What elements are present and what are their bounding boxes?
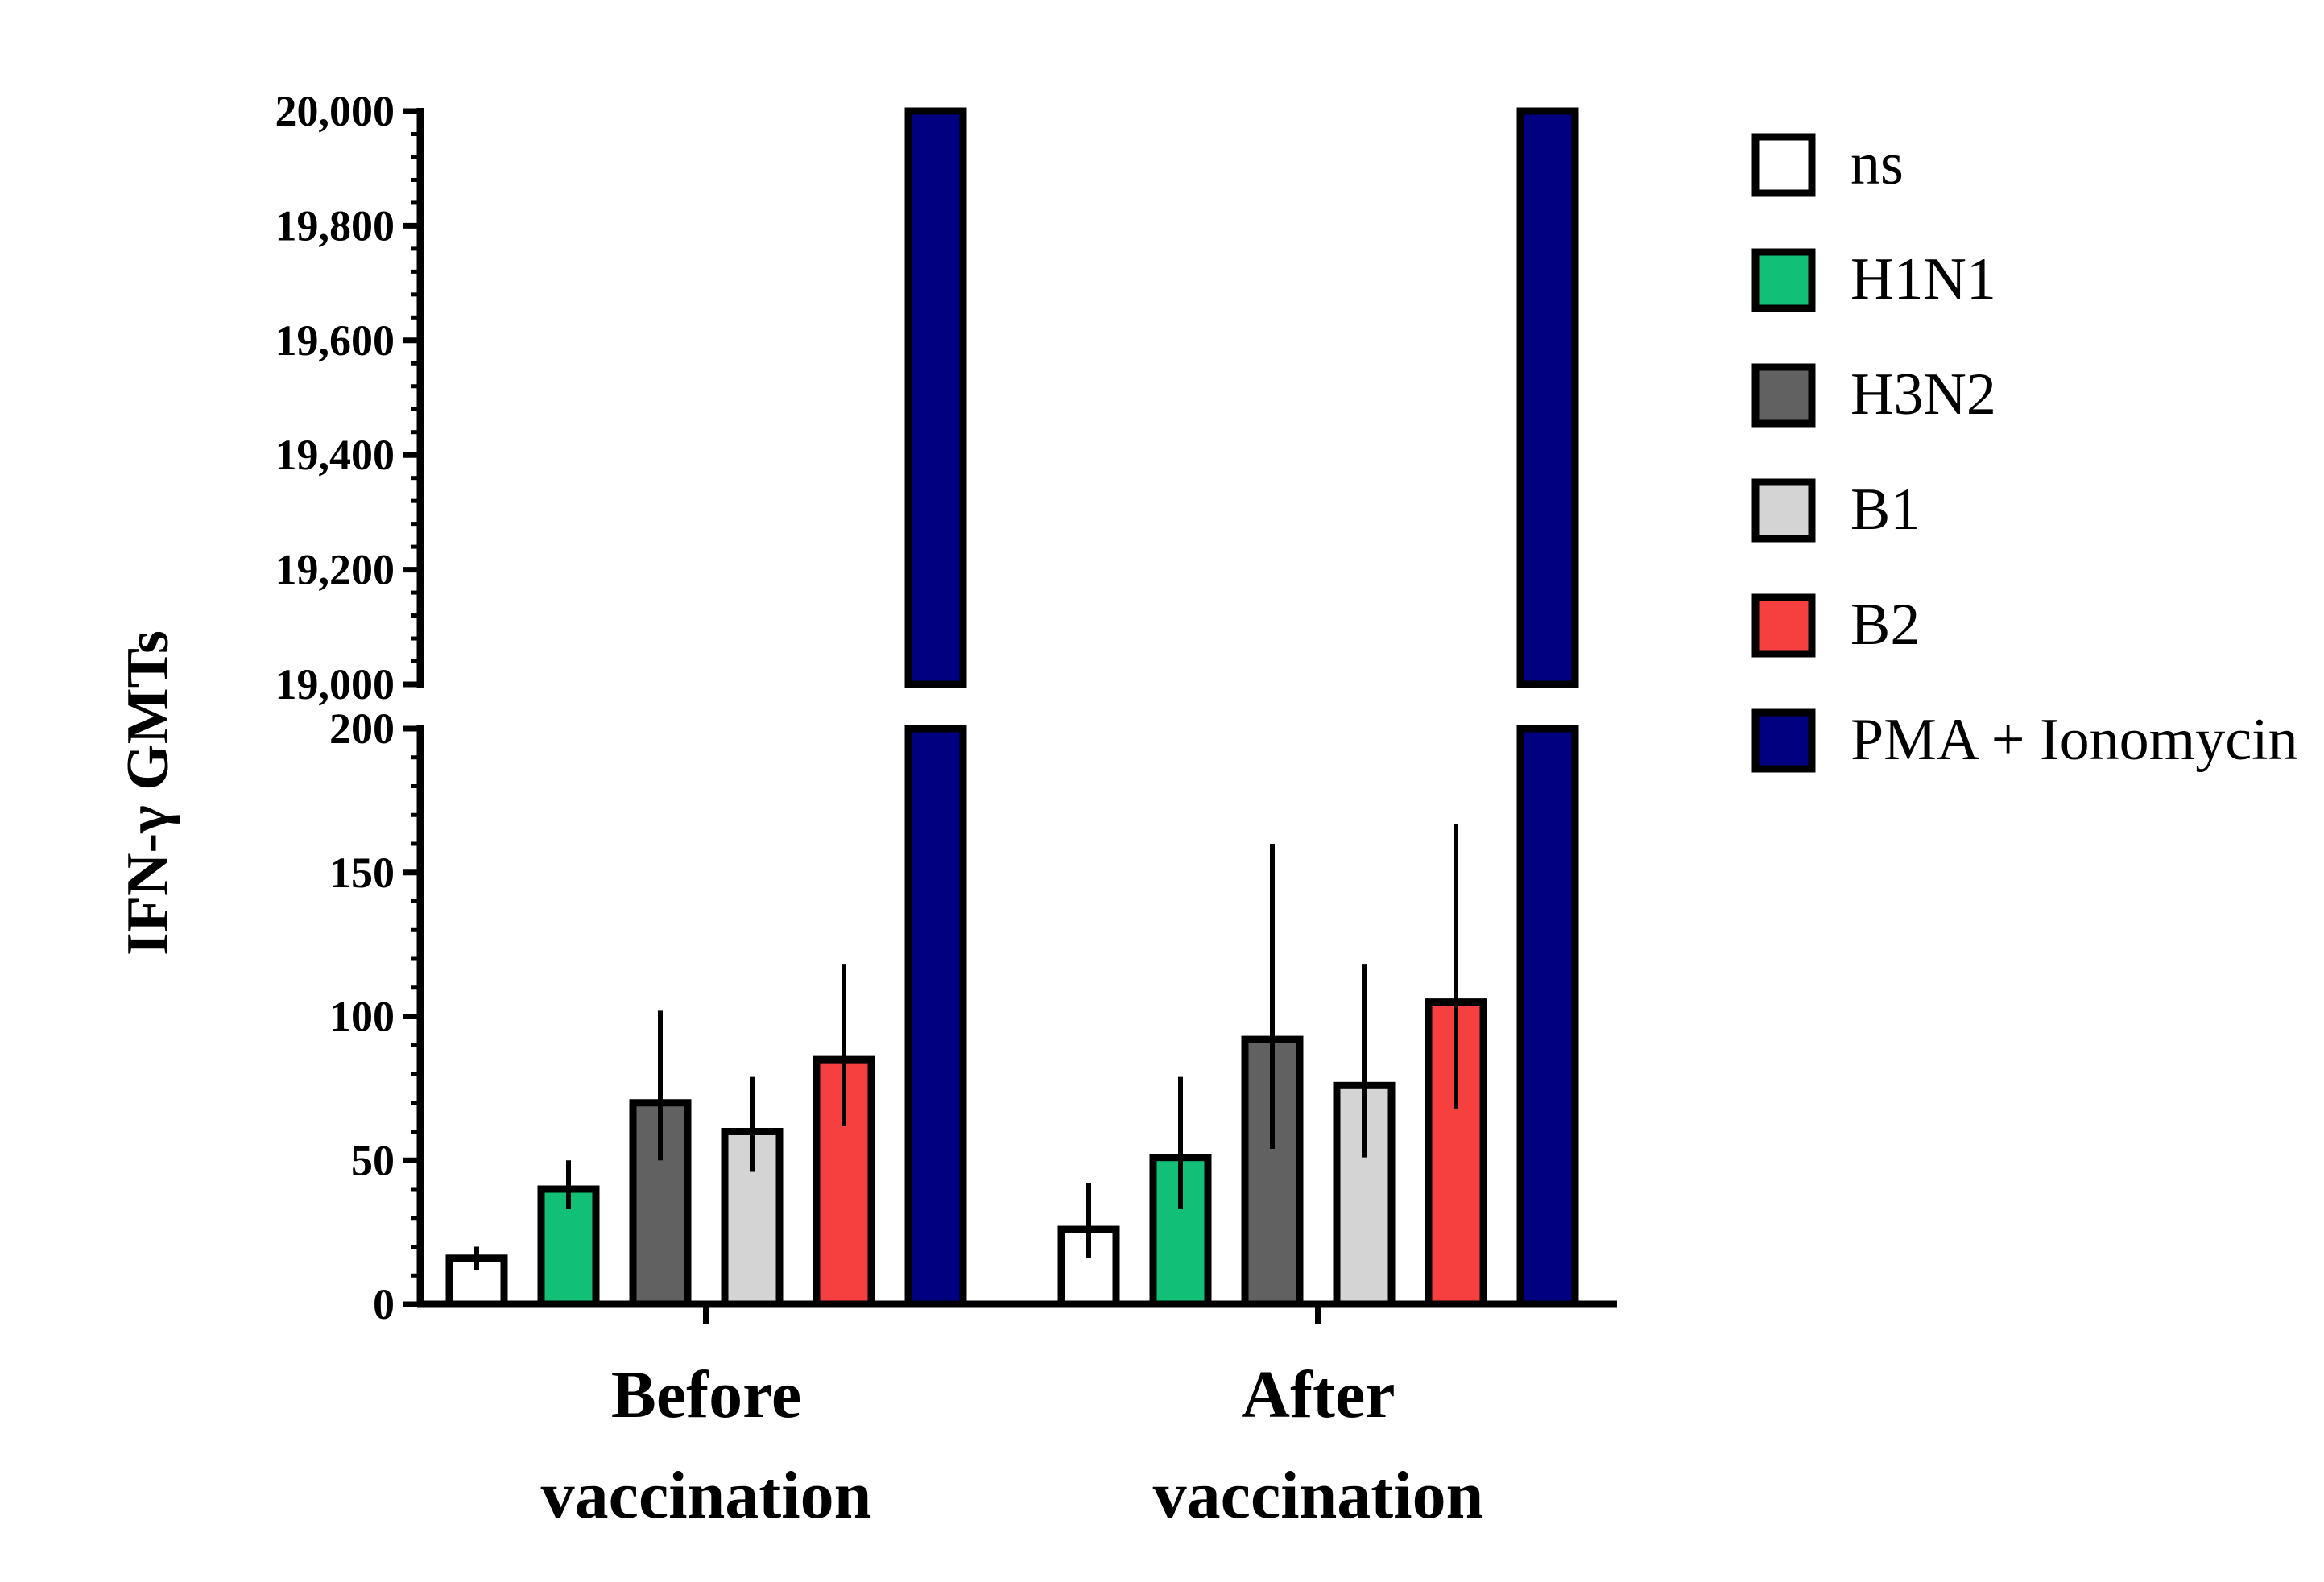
y-tick-label-lower: 200 — [329, 704, 395, 753]
x-category-label: Before — [611, 1357, 801, 1432]
bars — [445, 107, 1579, 1308]
bar — [904, 725, 967, 1308]
y-tick-label-lower: 100 — [329, 993, 395, 1041]
y-tick-label-lower: 150 — [329, 849, 395, 897]
y-tick-label-upper: 19,200 — [275, 546, 395, 594]
y-tick-label-upper: 20,000 — [275, 87, 395, 135]
legend-swatch — [1751, 248, 1816, 312]
x-category-label: vaccination — [1153, 1458, 1484, 1533]
legend-swatch — [1751, 478, 1816, 543]
bar-upper — [1516, 107, 1579, 688]
x-category-label: After — [1241, 1357, 1395, 1432]
legend-label: H1N1 — [1851, 246, 1996, 312]
y-axis-label: IFN-γ GMTs — [115, 630, 181, 956]
legend-swatch — [1751, 363, 1816, 428]
legend: ns H1N1 H3N2 B1 B2 PMA + Ionomycin — [1751, 131, 2298, 773]
y-tick-label-upper: 19,800 — [275, 201, 395, 250]
legend-swatch — [1751, 593, 1816, 658]
legend-swatch — [1751, 708, 1816, 773]
bar — [1516, 725, 1579, 1308]
y-tick-label-lower: 0 — [373, 1280, 395, 1328]
axes: 19,000 19,200 19,400 19,600 19,800 20,000 0 50 1… — [115, 87, 1617, 1533]
y-tick-label-lower: 50 — [351, 1136, 395, 1184]
bar — [1149, 1154, 1212, 1308]
legend-label: B1 — [1851, 477, 1920, 543]
bar — [445, 1254, 508, 1308]
legend-swatch — [1751, 133, 1816, 197]
legend-label: PMA + Ionomycin — [1851, 707, 2298, 773]
legend-label: B2 — [1851, 592, 1920, 658]
y-tick-label-upper: 19,000 — [275, 660, 395, 708]
y-tick-label-upper: 19,400 — [275, 431, 395, 479]
x-category-label: vaccination — [541, 1458, 872, 1533]
y-tick-label-upper: 19,600 — [275, 316, 395, 365]
legend-label: H3N2 — [1851, 361, 1996, 428]
legend-label: ns — [1851, 131, 1904, 197]
bar-upper — [904, 107, 967, 688]
